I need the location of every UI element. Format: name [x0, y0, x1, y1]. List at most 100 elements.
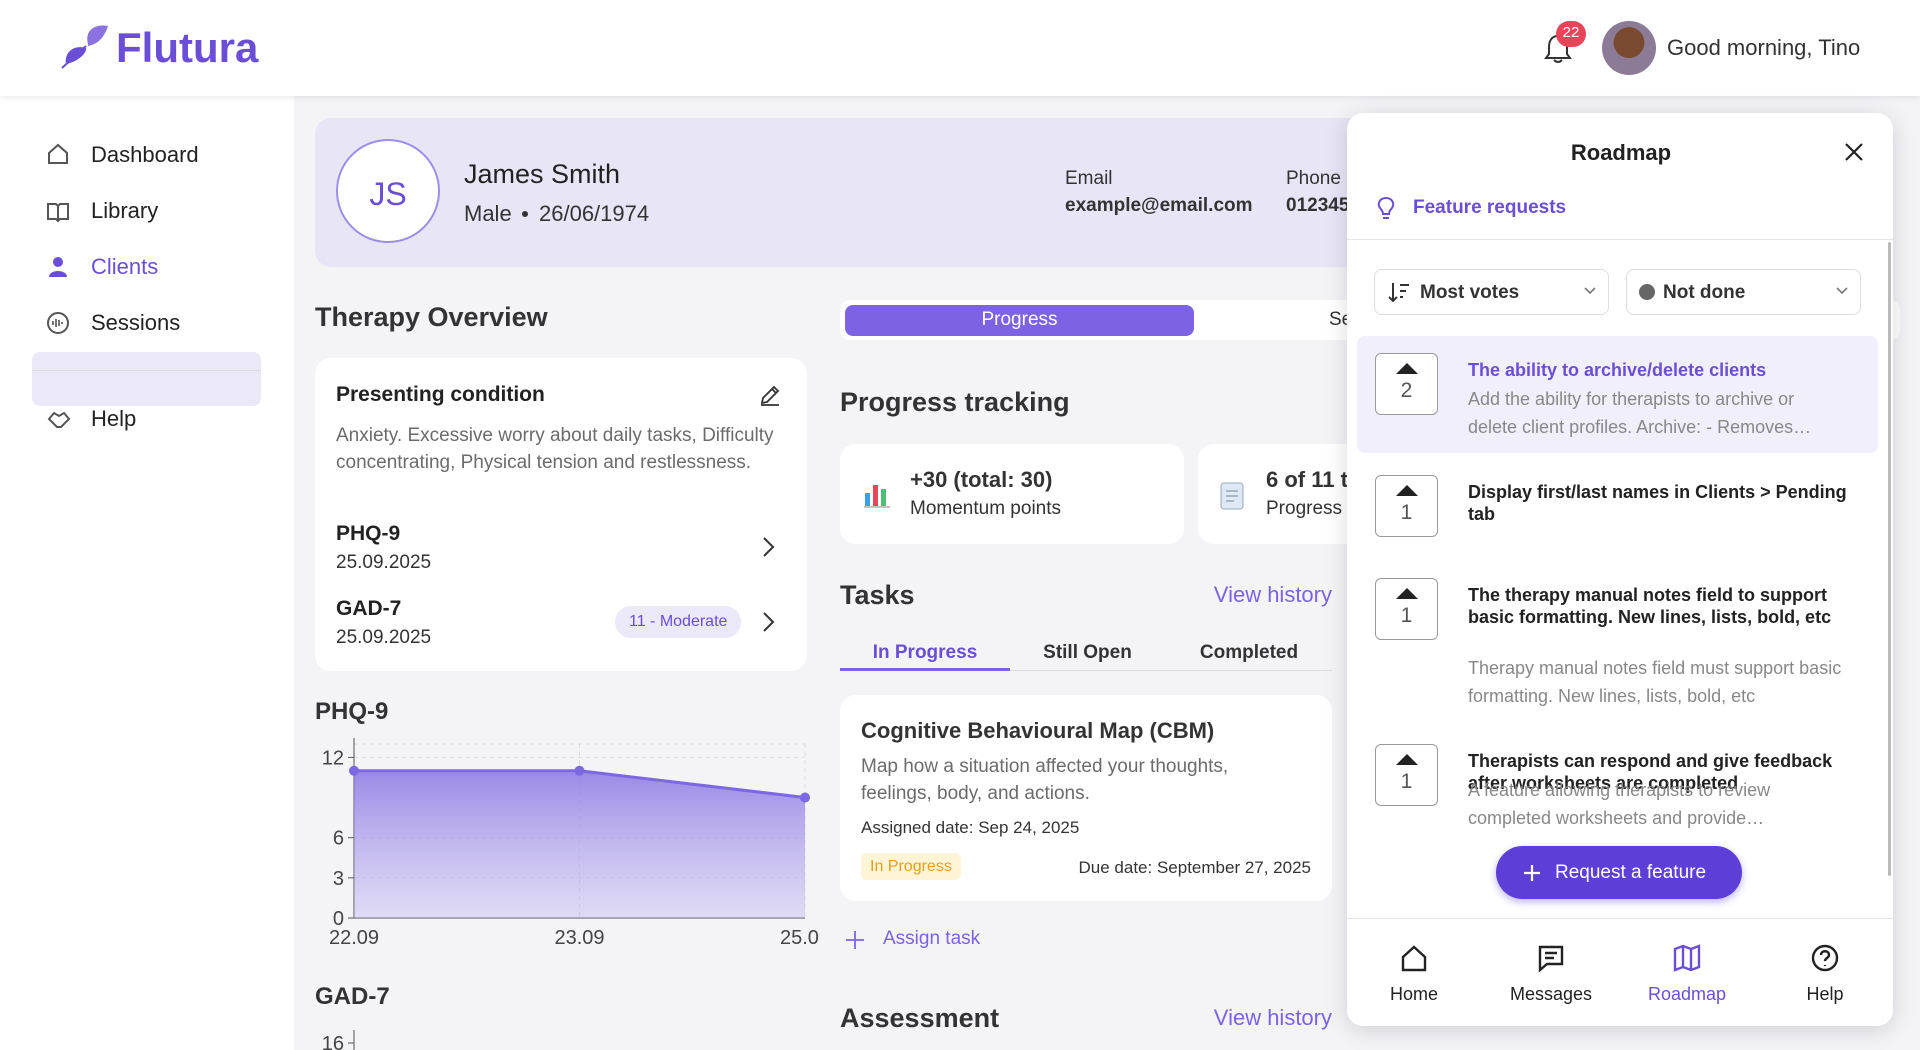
clients-icon	[49, 257, 67, 277]
chevron[interactable]	[760, 535, 776, 559]
client-initials: JS	[369, 176, 407, 212]
nav-icon[interactable]	[1399, 943, 1429, 973]
vote-arrow	[1396, 363, 1418, 374]
nav-item[interactable]: Sessions	[91, 310, 181, 335]
status-dropdown[interactable]	[1626, 269, 1861, 315]
roadmap-panel: Roadmap Feature requests Most votes Not …	[1347, 113, 1893, 1026]
area	[354, 770, 805, 918]
assessment-date: 25.09.2025	[336, 552, 432, 573]
nav-help[interactable]: Help	[91, 406, 137, 431]
bottom-nav-label[interactable]: Home	[1389, 984, 1438, 1004]
email: example@email.com	[1065, 195, 1253, 216]
sidebar	[0, 96, 294, 1050]
nav-item[interactable]: Dashboard	[91, 142, 199, 167]
section-title: Tasks	[840, 580, 915, 610]
close-icon[interactable]	[1843, 141, 1865, 163]
plus-icon[interactable]	[844, 929, 866, 951]
section-title: Progress tracking	[840, 387, 1070, 417]
nav-item[interactable]: Clients	[91, 254, 159, 279]
caret	[1836, 287, 1848, 295]
library-icon	[47, 203, 69, 223]
stat-label: Momentum points	[910, 498, 1062, 519]
section-title: Assessment	[840, 1003, 1000, 1033]
client-gender: Male	[464, 201, 512, 226]
bottom-nav-label[interactable]: Help	[1806, 984, 1844, 1004]
status-badge: In Progress	[861, 853, 961, 880]
chart-icon	[864, 485, 890, 508]
nav-icon[interactable]	[1810, 943, 1840, 973]
nav-item[interactable]: Library	[91, 198, 159, 223]
chart-title: PHQ-9	[315, 698, 389, 725]
x-tick-label: 25.09	[780, 927, 820, 949]
item-title[interactable]: Therapists can respond and give feedback…	[1468, 751, 1833, 793]
bottom-nav-label[interactable]: Messages	[1509, 984, 1593, 1004]
item-desc: Therapy manual notes field must support …	[1468, 658, 1842, 706]
header: Flutura 22 Good morning, Tino	[0, 0, 1920, 96]
vote-box[interactable]	[1375, 475, 1438, 537]
chart-title: GAD-7	[315, 983, 390, 1010]
nav-icon[interactable]	[1672, 943, 1702, 973]
y-tick-label: 3	[333, 868, 344, 890]
task-due: Due date: September 27, 2025	[1078, 858, 1312, 877]
task-tab[interactable]: Completed	[1199, 642, 1299, 663]
stat-card	[840, 444, 1184, 544]
item-desc: Add the ability for therapists to archiv…	[1468, 389, 1812, 437]
sort-icon	[1388, 283, 1409, 303]
point	[800, 792, 810, 803]
greeting: Good morning, Tino	[1667, 35, 1861, 60]
client-card	[315, 118, 1375, 267]
edit-icon[interactable]	[758, 383, 782, 407]
view-history[interactable]: View history	[1213, 582, 1332, 607]
vote-arrow	[1396, 588, 1418, 599]
condition-title: Presenting condition	[336, 383, 545, 406]
sessions-icon	[47, 312, 69, 334]
y-tick-label: 6	[333, 828, 344, 850]
task-assigned: Assigned date: Sep 24, 2025	[861, 818, 1080, 837]
help-icon	[47, 411, 71, 428]
assessment-date: 25.09.2025	[336, 627, 432, 648]
task-tab[interactable]: In Progress	[872, 642, 978, 663]
brand[interactable]: Flutura	[116, 24, 259, 71]
point	[574, 765, 585, 776]
tab[interactable]: Se	[1329, 309, 1353, 330]
stat-value: +30 (total: 30)	[910, 467, 1053, 492]
caret	[1584, 287, 1596, 295]
assign-task[interactable]: Assign task	[883, 928, 981, 949]
section-title: Therapy Overview	[315, 302, 548, 332]
tab-active[interactable]	[845, 305, 1194, 336]
request-label[interactable]: Request a feature	[1555, 862, 1707, 883]
item-title[interactable]: Display first/last names in Clients > Pe…	[1468, 482, 1847, 524]
panel-tab[interactable]: Feature requests	[1413, 197, 1567, 218]
stat-label: Progress	[1266, 498, 1343, 519]
vote-count: 1	[1400, 604, 1413, 627]
nav-icon[interactable]	[1536, 943, 1566, 973]
view-history[interactable]: View history	[1213, 1005, 1332, 1030]
avatar[interactable]	[1602, 21, 1656, 75]
chevron[interactable]	[760, 610, 776, 634]
notification-count: 22	[1562, 24, 1580, 41]
bottom-nav-label[interactable]: Roadmap	[1647, 984, 1727, 1004]
task-tab[interactable]: Still Open	[1043, 642, 1132, 663]
assessment-name[interactable]: PHQ-9	[336, 522, 401, 545]
item-title[interactable]: The therapy manual notes field to suppor…	[1468, 585, 1832, 627]
item-desc: A feature allowing therapists to review …	[1468, 780, 1771, 828]
y-tick-label: 12	[322, 747, 344, 769]
plus-icon	[1524, 865, 1540, 881]
item-highlight	[1357, 336, 1878, 453]
vote-count: 2	[1400, 379, 1413, 402]
sort-value: Most votes	[1420, 282, 1520, 303]
assessment-name[interactable]: GAD-7	[336, 597, 402, 620]
email-label: Email	[1065, 168, 1113, 189]
item-title[interactable]: The ability to archive/delete clients	[1468, 360, 1767, 380]
notes-icon	[1220, 482, 1244, 510]
condition-text: Anxiety. Excessive worry about daily tas…	[336, 425, 774, 473]
tab[interactable]: Progress	[981, 309, 1058, 330]
phq-chart: 0 3 6 12 22.09 23.09 25.09 16	[322, 738, 820, 1050]
bulb-icon	[1377, 196, 1395, 219]
point	[349, 765, 359, 776]
vote-count: 1	[1400, 501, 1413, 524]
sort-dropdown[interactable]	[1374, 269, 1609, 315]
panel-title: Roadmap	[1570, 140, 1672, 165]
client-dob: 26/06/1974	[539, 201, 650, 226]
